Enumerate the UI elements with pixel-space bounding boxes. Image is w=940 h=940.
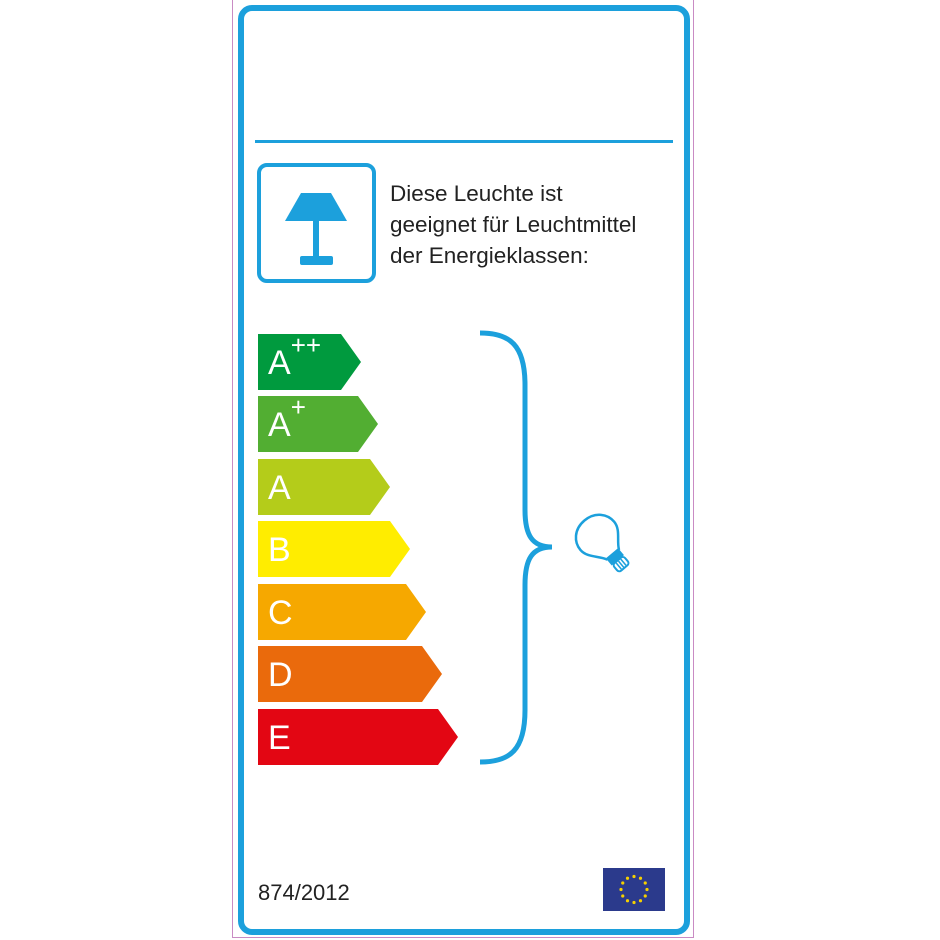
class-plus-sign: + [290,392,306,422]
brace-icon [479,330,553,765]
class-arrow [258,709,458,765]
class-letter-text: A [268,344,291,382]
eu-star [638,899,643,903]
class-letter-text: D [268,656,293,694]
description-line: Diese Leuchte ist [390,181,563,206]
class-letter: A [268,463,291,513]
lamp-icon-box [257,163,376,283]
class-arrow [258,396,378,452]
eu-star [643,881,647,885]
energy-class-b: B [258,521,410,577]
label-outer-border [232,0,694,938]
class-arrow [258,646,442,702]
eu-flag-icon [603,868,665,911]
class-letter-text: A [268,406,291,444]
energy-label-frame [238,5,690,935]
eu-star [621,881,625,885]
eu-star [632,874,636,879]
suitability-description: Diese Leuchte ist geeignet für Leuchtmit… [390,178,636,271]
class-letter: C [268,588,293,638]
energy-class-app: A++ [258,332,361,390]
class-arrow [258,459,390,515]
light-bulb-icon [574,513,630,573]
eu-star [621,894,625,898]
class-letter: D [268,650,293,700]
eu-star [625,876,630,880]
divider-line [255,140,673,143]
energy-class-e: E [258,709,458,765]
eu-star [619,887,623,892]
class-letter-text: E [268,719,291,757]
energy-class-a: A [258,459,390,515]
regulation-number: 874/2012 [258,880,350,905]
eu-star [625,899,630,903]
class-arrow [258,584,426,640]
eu-star [645,887,649,892]
energy-class-c: C [258,584,426,640]
description-line: der Energieklassen: [390,243,589,268]
class-letter: B [268,525,291,575]
eu-star [643,894,647,898]
class-letter: E [268,713,291,763]
class-arrow [258,334,361,390]
class-letter-text: C [268,594,293,632]
table-lamp-icon [285,193,347,265]
class-letter-text: B [268,531,291,569]
eu-star [638,876,643,880]
class-arrow [258,521,410,577]
eu-star [632,900,636,905]
class-letter: A++ [268,332,321,388]
description-line: geeignet für Leuchtmittel [390,212,637,237]
class-letter-text: A [268,469,291,507]
energy-class-d: D [258,646,442,702]
class-letter: A+ [268,394,306,450]
class-plus-sign: ++ [290,330,322,360]
energy-class-ap: A+ [258,394,378,452]
